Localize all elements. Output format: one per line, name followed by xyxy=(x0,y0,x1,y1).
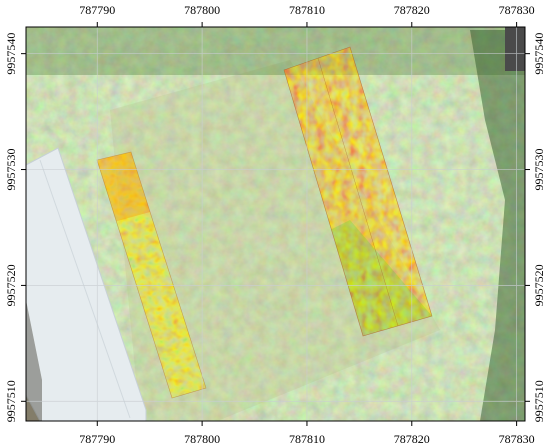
x-tick-label-bottom: 787830 xyxy=(499,432,535,446)
axis-labels: 787790 787790 787800 787800 787810 787810 7878… xyxy=(4,3,546,446)
y-tick-label-left: 9957540 xyxy=(4,33,18,75)
y-tick-label-left: 9957530 xyxy=(4,149,18,191)
x-tick-label-bottom: 787820 xyxy=(394,432,430,446)
x-tick-label-top: 787810 xyxy=(289,3,325,17)
y-tick-label-left: 9957520 xyxy=(4,264,18,306)
y-tick-label-left: 9957510 xyxy=(4,380,18,422)
x-tick-label-bottom: 787810 xyxy=(289,432,325,446)
y-tick-label-right: 9957520 xyxy=(532,264,546,306)
coordinate-grid xyxy=(26,27,525,421)
x-tick-label-top: 787820 xyxy=(394,3,430,17)
x-tick-label-top: 787790 xyxy=(79,3,115,17)
y-tick-label-right: 9957540 xyxy=(532,33,546,75)
axis-ticks xyxy=(21,22,530,426)
y-tick-label-right: 9957510 xyxy=(532,380,546,422)
map-frame-border xyxy=(25,26,526,422)
x-tick-label-bottom: 787790 xyxy=(79,432,115,446)
y-tick-label-right: 9957530 xyxy=(532,149,546,191)
orthophoto xyxy=(26,27,525,421)
greenhouse-roof xyxy=(26,147,147,421)
x-tick-label-top: 787800 xyxy=(184,3,220,17)
x-tick-label-top: 787830 xyxy=(499,3,535,17)
x-tick-label-bottom: 787800 xyxy=(184,432,220,446)
